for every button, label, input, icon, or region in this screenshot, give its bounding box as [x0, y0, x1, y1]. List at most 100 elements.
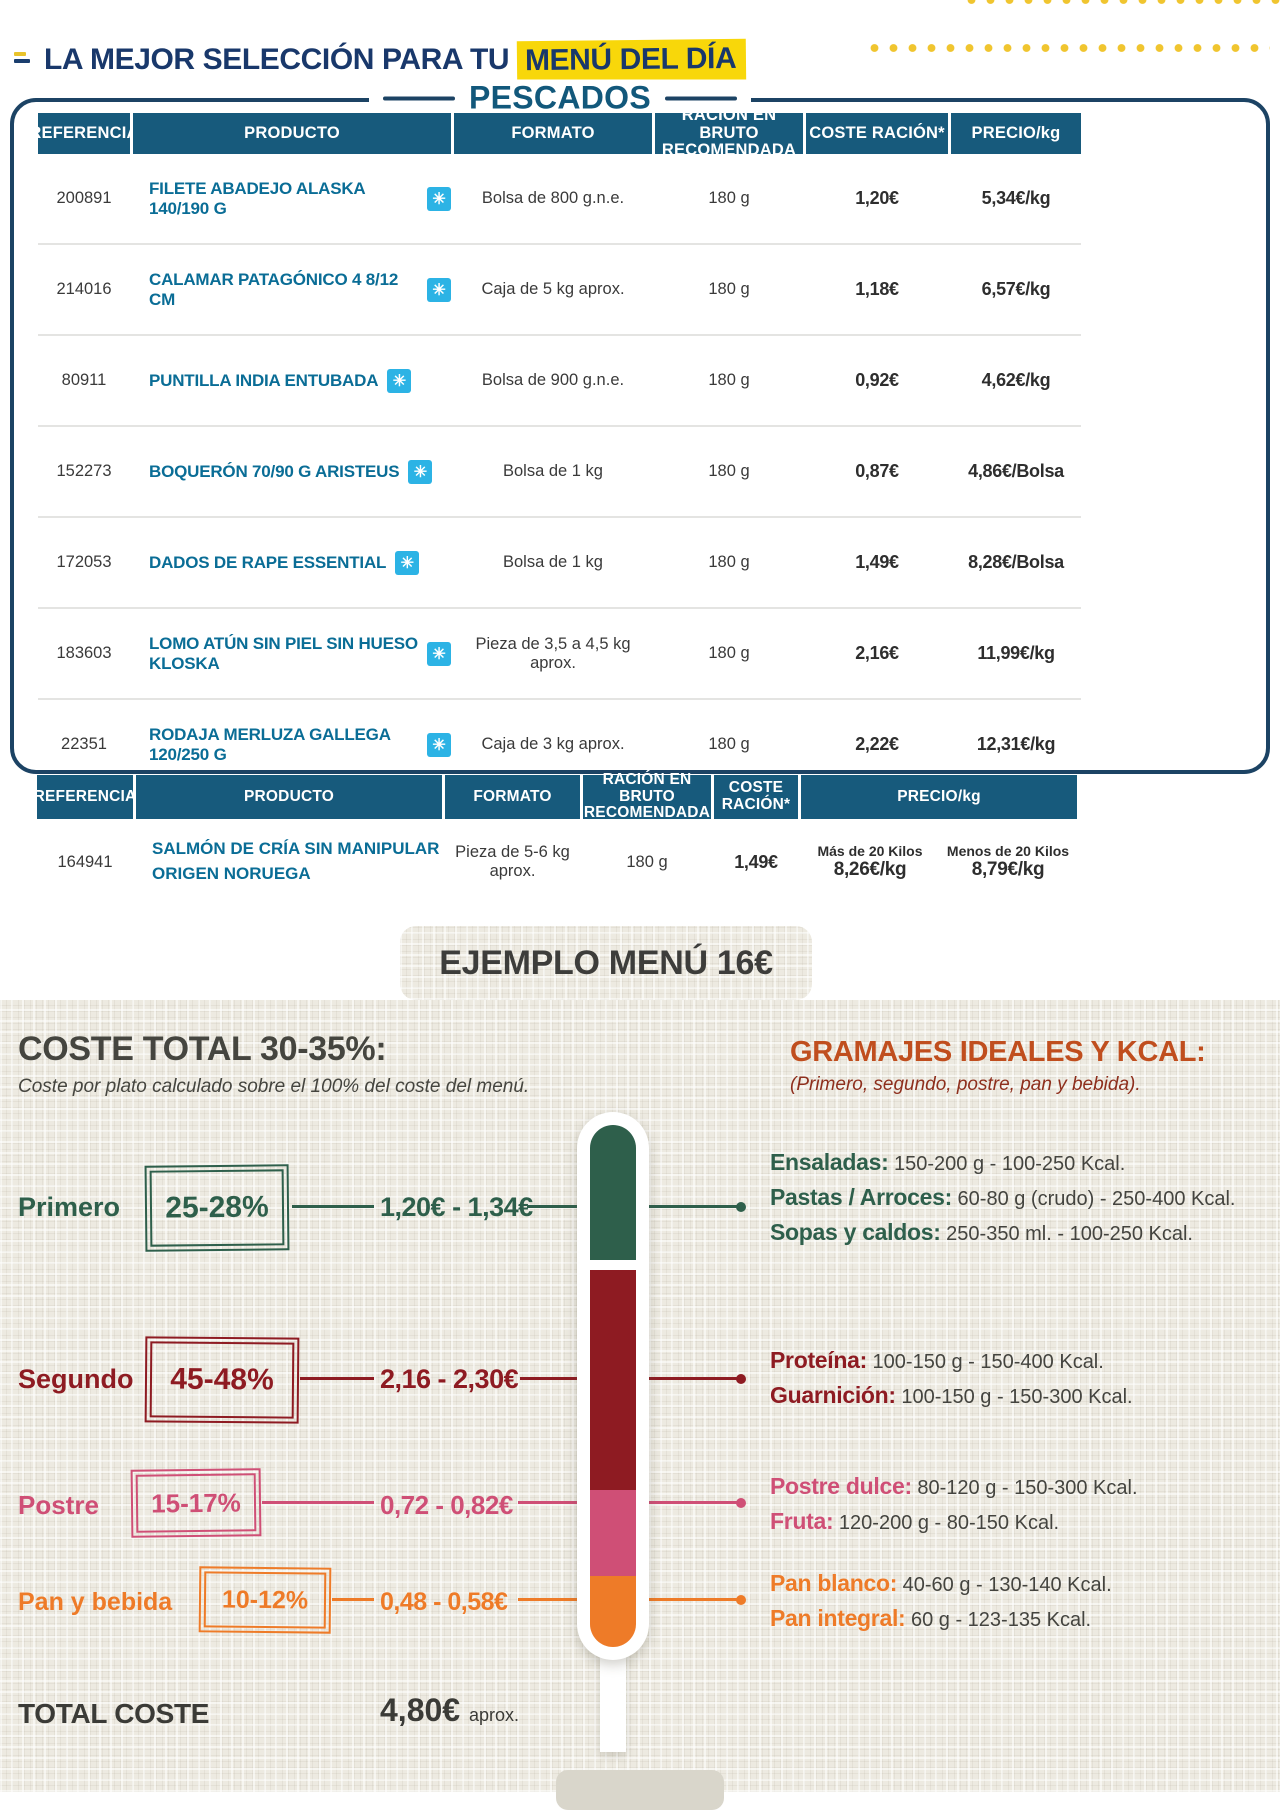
- col-header-formato: FORMATO: [454, 113, 652, 154]
- course-label-primero: Primero: [18, 1192, 121, 1222]
- product-name: CALAMAR PATAGÓNICO 4 8/12 CM: [149, 269, 399, 309]
- frozen-icon: ✳: [387, 368, 412, 393]
- connector-line: [262, 1501, 374, 1504]
- connector-line: [332, 1598, 374, 1601]
- kcal-item: Sopas y caldos: 250-350 ml. - 100-250 Kc…: [770, 1216, 1235, 1251]
- row-coste: 1,49€: [855, 552, 899, 572]
- connector-line: [518, 1501, 583, 1504]
- frozen-icon: ✳: [408, 459, 433, 484]
- kcal-item: Pan integral: 60 g - 123-135 Kcal.: [770, 1602, 1112, 1637]
- kcal-item: Guarnición: 100-150 g - 150-300 Kcal.: [770, 1379, 1133, 1414]
- total-amount: 4,80€: [380, 1692, 461, 1728]
- course-price-segundo: 2,16 - 2,30€: [380, 1364, 519, 1394]
- course-label-segundo: Segundo: [18, 1364, 134, 1394]
- gramajes-heading: GRAMAJES IDEALES Y KCAL:: [790, 1036, 1206, 1068]
- frozen-icon: ✳: [395, 550, 420, 575]
- col-header-referencia: REFERENCIA: [29, 113, 138, 154]
- row-ref: 172053: [56, 553, 112, 571]
- table-row: 164941 SALMÓN DE CRÍA SIN MANIPULAR ORIG…: [37, 819, 1077, 905]
- row-formato: Bolsa de 1 kg: [503, 553, 603, 571]
- pescados-table: REFERENCIA PRODUCTO FORMATO RACIÓN EN BR…: [29, 106, 1081, 789]
- row-formato: Caja de 3 kg aprox.: [481, 735, 625, 753]
- row-coste: 2,16€: [855, 643, 899, 663]
- table-row: 183603 LOMO ATÚN SIN PIEL SIN HUESO KLOS…: [38, 607, 1081, 698]
- course-label-postre: Postre: [18, 1490, 99, 1520]
- kcal-value: 150-200 g - 100-250 Kcal.: [888, 1153, 1126, 1175]
- row-ref: 22351: [61, 735, 107, 753]
- kcal-value: 60-80 g (crudo) - 250-400 Kcal.: [951, 1188, 1236, 1210]
- menu-infographic: COSTE TOTAL 30-35%: Coste por plato calc…: [0, 1000, 1280, 1810]
- tier-label: Menos de 20 Kilos: [946, 843, 1070, 859]
- row-ref: 200891: [56, 189, 112, 207]
- kcal-label: Postre dulce:: [770, 1473, 912, 1499]
- total-coste-label: TOTAL COSTE: [18, 1698, 210, 1729]
- kcal-label: Pan integral:: [770, 1605, 906, 1631]
- row-precio: 4,62€/kg: [981, 370, 1051, 390]
- row-formato: Bolsa de 1 kg: [503, 462, 603, 480]
- kcal-value: 60 g - 123-135 Kcal.: [905, 1609, 1092, 1631]
- product-name: FILETE ABADEJO ALASKA 140/190 G: [149, 178, 365, 218]
- dotted-divider: [865, 42, 1270, 54]
- tier-label: Más de 20 Kilos: [817, 843, 923, 859]
- row-coste: 1,49€: [734, 851, 778, 872]
- row-racion: 180 g: [708, 189, 750, 207]
- menu-icon[interactable]: [14, 52, 30, 66]
- kcal-value: 120-200 g - 80-150 Kcal.: [833, 1512, 1060, 1534]
- thermometer-segment-segundo: [590, 1270, 636, 1490]
- course-price-postre: 0,72 - 0,82€: [380, 1490, 513, 1520]
- frozen-icon: ✳: [427, 277, 451, 302]
- kcal-group-segundo: Proteína: 100-150 g - 150-400 Kcal. Guar…: [770, 1344, 1133, 1414]
- row-product: BOQUERÓN 70/90 G ARISTEUS ✳: [133, 459, 451, 484]
- row-coste: 1,20€: [855, 188, 899, 208]
- col-header-racion: RACIÓN EN BRUTO RECOMENDADA: [583, 770, 711, 822]
- kcal-value: 250-350 ml. - 100-250 Kcal.: [940, 1223, 1193, 1245]
- page-title-text: LA MEJOR SELECCIÓN PARA TU: [44, 43, 510, 76]
- row-formato: Bolsa de 900 g.n.e.: [481, 371, 625, 389]
- row-racion: 180 g: [708, 553, 750, 571]
- product-name: BOQUERÓN 70/90 G ARISTEUS: [149, 461, 400, 481]
- kcal-item: Postre dulce: 80-120 g - 150-300 Kcal.: [770, 1470, 1138, 1505]
- row-coste: 0,87€: [855, 461, 899, 481]
- kcal-label: Pan blanco:: [770, 1570, 898, 1596]
- row-racion: 180 g: [626, 852, 668, 871]
- row-product: RODAJA MERLUZA GALLEGA 120/250 G ✳: [133, 725, 451, 765]
- connector-line-dot: [645, 1373, 746, 1384]
- row-product: FILETE ABADEJO ALASKA 140/190 G ✳: [133, 179, 451, 219]
- kcal-label: Sopas y caldos:: [770, 1219, 941, 1245]
- connector-line: [527, 1205, 583, 1208]
- kcal-label: Fruta:: [770, 1508, 834, 1534]
- pescados-title-text: PESCADOS: [469, 79, 651, 116]
- thermometer: [577, 1112, 649, 1660]
- col-header-precio: PRECIO/kg: [801, 775, 1077, 819]
- row-coste: 2,22€: [855, 734, 899, 754]
- row-coste: 1,18€: [855, 279, 899, 299]
- kcal-item: Pan blanco: 40-60 g - 130-140 Kcal.: [770, 1567, 1112, 1602]
- row-racion: 180 g: [708, 735, 750, 753]
- row-precio: 8,28€/Bolsa: [968, 552, 1064, 572]
- frozen-icon: ✳: [427, 641, 451, 666]
- kcal-value: 100-150 g - 150-300 Kcal.: [895, 1386, 1133, 1408]
- ejemplo-menu-title: EJEMPLO MENÚ 16€: [439, 943, 773, 982]
- connector-line-dot: [645, 1201, 746, 1212]
- tier-value: 8,79€/kg: [971, 859, 1045, 880]
- col-header-producto: PRODUCTO: [136, 775, 442, 819]
- gramajes-subtitle: (Primero, segundo, postre, pan y bebida)…: [790, 1074, 1141, 1095]
- coste-total-subtitle: Coste por plato calculado sobre el 100% …: [18, 1076, 530, 1097]
- product-name: LOMO ATÚN SIN PIEL SIN HUESO KLOSKA: [149, 633, 418, 673]
- title-dash-right: [665, 96, 737, 100]
- bottom-page-tab: [556, 1770, 724, 1810]
- row-formato: Pieza de 3,5 a 4,5 kg aprox.: [475, 634, 631, 672]
- connector-line: [520, 1377, 583, 1380]
- product-name: PUNTILLA INDIA ENTUBADA: [149, 370, 379, 390]
- row-formato: Pieza de 5-6 kg aprox.: [445, 843, 580, 881]
- col-header-precio: PRECIO/kg: [951, 113, 1081, 154]
- pescados-section-title: PESCADOS: [369, 79, 751, 117]
- thermometer-segment-postre: [590, 1490, 636, 1576]
- col-header-coste: COSTE RACIÓN*: [714, 775, 798, 819]
- row-racion: 180 g: [708, 462, 750, 480]
- page-header: LA MEJOR SELECCIÓN PARA TU MENÚ DEL DÍA: [0, 0, 1280, 110]
- kcal-item: Ensaladas: 150-200 g - 100-250 Kcal.: [770, 1146, 1235, 1181]
- row-racion: 180 g: [708, 644, 750, 662]
- col-header-coste: COSTE RACIÓN*: [806, 113, 948, 154]
- row-formato: Caja de 5 kg aprox.: [481, 280, 625, 298]
